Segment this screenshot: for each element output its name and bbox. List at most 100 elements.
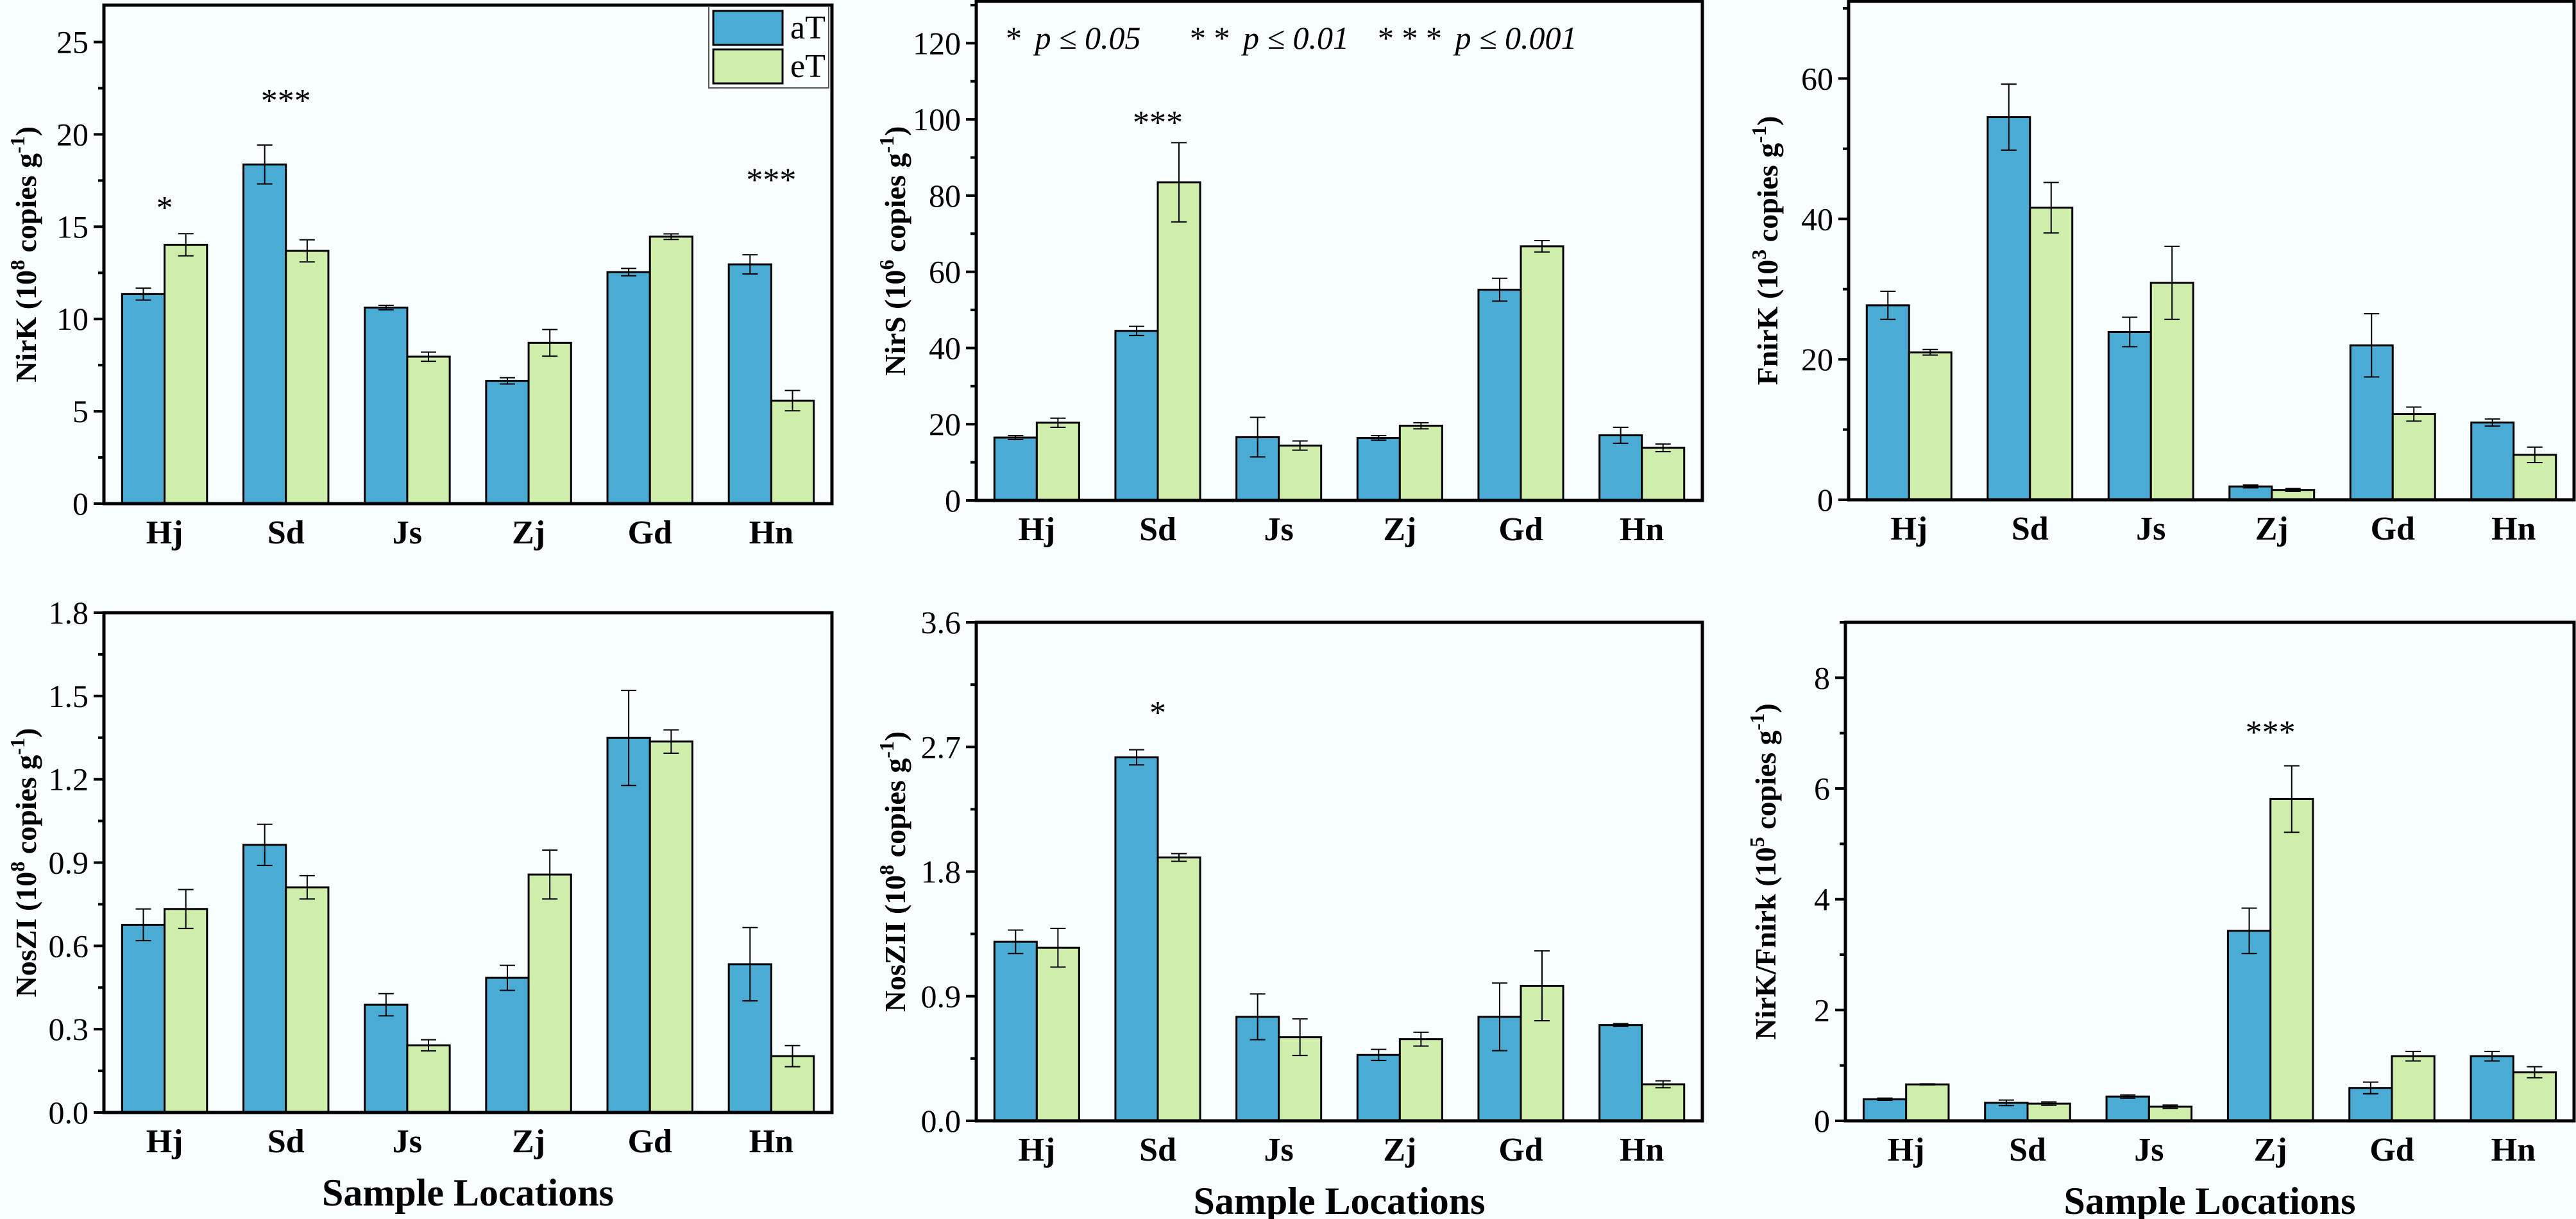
- bar-aT-Js: [364, 1003, 409, 1114]
- bar-eT-Sd: [285, 250, 330, 505]
- y-tick-label: 15: [56, 209, 89, 244]
- bar-aT-Hj: [993, 436, 1038, 502]
- y-tick-label: 20: [1801, 341, 1833, 377]
- error-bar-eT-Zj: [1413, 422, 1429, 430]
- y-axis-title-name: NirS (10: [879, 270, 911, 376]
- chart-panel-top-left: Hj Sd Js Zj Gd Hn 0 5 10 15 20 25 NirK (108 copies g…: [6, 3, 834, 551]
- y-axis-title-unit: copies g: [1751, 143, 1784, 250]
- y-axis-title-exponent: 8: [6, 862, 29, 872]
- error-bar-aT-Zj: [2242, 484, 2258, 489]
- x-tick-label: Hj: [146, 1123, 183, 1160]
- bar-eT-Hj: [1035, 422, 1080, 502]
- error-bar-aT-Gd: [621, 690, 637, 787]
- y-axis-title-name: NosZI (10: [10, 872, 42, 998]
- y-tick-label: 8: [1814, 660, 1830, 695]
- error-bar-eT-Gd: [2405, 1050, 2421, 1062]
- bar-aT-Hj: [1865, 304, 1910, 501]
- plot-frame: [1847, 0, 2576, 502]
- x-tick-label: Js: [2134, 1132, 2164, 1168]
- y-tick-label: 1.8: [49, 595, 89, 631]
- y-tick-label: 10: [56, 301, 89, 337]
- bar-eT-Hn: [1641, 1083, 1686, 1122]
- x-tick-label: Hn: [1620, 511, 1664, 548]
- bar-eT-Hj: [164, 908, 208, 1114]
- error-bar-eT-Js: [2164, 245, 2180, 320]
- error-bar-eT-Zj: [2285, 488, 2301, 492]
- plot-frame: [974, 620, 1704, 1123]
- y-axis-title: NirS (106 copies g-1): [875, 126, 911, 376]
- x-tick-label: Sd: [1139, 511, 1176, 548]
- bar-aT-Zj: [2226, 930, 2272, 1122]
- y-axis-title-name: NirK (10: [10, 270, 42, 382]
- error-bar-aT-Gd: [1491, 277, 1507, 302]
- plot-frame: [1843, 620, 2576, 1123]
- chart-panel-bottom-left: Hj Sd Js Zj Gd Hn 0.0 0.3 0.6 0.9 1.2 1.5 1.8 NosZI (…: [6, 595, 834, 1214]
- significance-marker: ***: [261, 83, 311, 119]
- y-axis-title-unit-exponent: -1: [6, 738, 29, 755]
- y-axis-title-exponent: 6: [875, 260, 898, 270]
- error-bar-eT-Gd: [1534, 239, 1550, 253]
- error-bar-eT-Zj: [542, 849, 558, 900]
- y-axis-title-unit: copies g: [879, 758, 911, 865]
- legend-swatch-eT: [712, 48, 784, 85]
- y-tick-label: 0.3: [49, 1011, 89, 1047]
- error-bar-eT-Hn: [784, 389, 801, 412]
- y-axis-title: NosZII (108 copies g-1): [875, 731, 911, 1012]
- x-tick-label: Zj: [2255, 511, 2289, 547]
- y-axis-title-unit: copies g: [10, 153, 42, 260]
- error-bar-eT-Gd: [1534, 950, 1550, 1021]
- error-bar-aT-Js: [1250, 993, 1266, 1041]
- bar-aT-Sd: [1114, 330, 1159, 502]
- y-tick-label: 3.6: [921, 604, 962, 640]
- error-bar-eT-Hj: [1922, 348, 1938, 356]
- error-bar-eT-Js: [1292, 440, 1308, 451]
- y-axis-title-unit-exponent: -1: [6, 136, 29, 153]
- plot-frame: [974, 0, 1704, 502]
- error-bar-aT-Gd: [2362, 1081, 2378, 1095]
- error-bar-eT-Hn: [1655, 1080, 1671, 1089]
- plot-frame: [102, 3, 834, 506]
- error-bar-eT-Sd: [1171, 142, 1187, 223]
- y-tick-label: 60: [1801, 60, 1833, 96]
- bar-aT-Zj: [485, 976, 530, 1114]
- bar-aT-Hn: [2470, 422, 2515, 501]
- y-tick-label: 20: [56, 116, 89, 152]
- bar-aT-Hj: [121, 293, 166, 505]
- error-bar-eT-Hn: [2527, 446, 2543, 463]
- x-tick-label: Gd: [628, 1123, 672, 1160]
- error-bar-eT-Hj: [1050, 417, 1066, 428]
- error-bar-aT-Hj: [135, 908, 151, 942]
- error-bar-aT-Zj: [1371, 1048, 1387, 1061]
- bar-eT-Hj: [1908, 351, 1953, 501]
- bar-aT-Hn: [1598, 434, 1643, 502]
- error-bar-aT-Hj: [135, 287, 151, 301]
- y-tick-label: 40: [1801, 201, 1833, 237]
- bar-eT-Sd: [285, 886, 330, 1114]
- y-axis-title-unit: copies g: [879, 153, 911, 260]
- y-axis-title-close: ): [1751, 116, 1784, 126]
- y-axis-title-unit-exponent: -1: [875, 741, 898, 758]
- y-tick-label: 1.2: [49, 762, 89, 797]
- bar-aT-Hj: [121, 923, 166, 1114]
- bar-aT-Hn: [2470, 1055, 2514, 1122]
- x-tick-label: Hj: [1890, 511, 1928, 547]
- error-bar-aT-Hj: [1880, 290, 1896, 320]
- bar-aT-Js: [364, 306, 409, 505]
- legend-label-eT: eT: [790, 48, 826, 85]
- bar-aT-Sd: [1114, 756, 1159, 1122]
- bar-aT-Zj: [485, 380, 530, 505]
- error-bar-aT-Js: [378, 304, 394, 311]
- error-bar-aT-Js: [2120, 1094, 2136, 1099]
- error-bar-eT-Hj: [1050, 927, 1066, 968]
- y-axis-title-name: NosZII (10: [879, 875, 911, 1012]
- error-bar-aT-Sd: [1128, 325, 1144, 336]
- y-tick-label: 0: [1814, 1103, 1830, 1139]
- significance-threshold: p ≤ 0.01: [1241, 20, 1349, 56]
- y-tick-label: 0.9: [921, 978, 962, 1014]
- y-axis-title-exponent: 8: [875, 865, 898, 875]
- y-axis-title-close: ): [879, 731, 911, 741]
- bar-aT-Zj: [1356, 437, 1401, 502]
- bar-eT-Hj: [1905, 1083, 1950, 1122]
